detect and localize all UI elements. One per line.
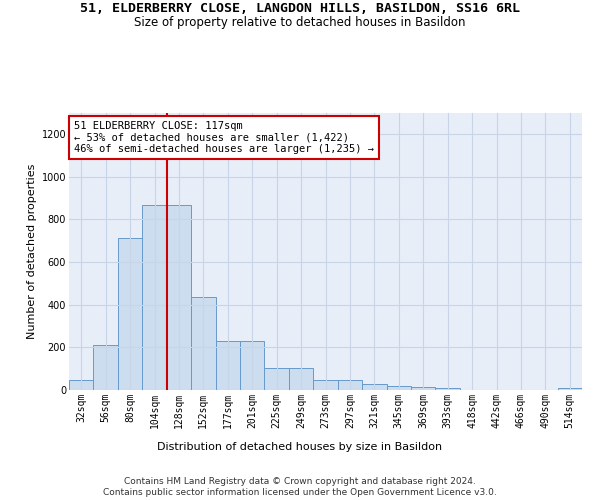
Bar: [362, 384, 386, 390]
Bar: [436, 388, 460, 390]
Text: 51 ELDERBERRY CLOSE: 117sqm
← 53% of detached houses are smaller (1,422)
46% of : 51 ELDERBERRY CLOSE: 117sqm ← 53% of det…: [74, 121, 374, 154]
Text: 51, ELDERBERRY CLOSE, LANGDON HILLS, BASILDON, SS16 6RL: 51, ELDERBERRY CLOSE, LANGDON HILLS, BAS…: [80, 2, 520, 16]
Bar: [215, 341, 240, 390]
Bar: [142, 206, 167, 390]
Bar: [69, 380, 94, 390]
Text: Contains HM Land Registry data © Crown copyright and database right 2024.
Contai: Contains HM Land Registry data © Crown c…: [103, 478, 497, 497]
Bar: [118, 238, 142, 390]
Bar: [240, 341, 265, 390]
Bar: [191, 297, 215, 390]
Bar: [94, 345, 118, 390]
Bar: [313, 380, 338, 390]
Bar: [289, 368, 313, 390]
Text: Size of property relative to detached houses in Basildon: Size of property relative to detached ho…: [134, 16, 466, 29]
Bar: [557, 388, 582, 390]
Bar: [265, 368, 289, 390]
Bar: [167, 206, 191, 390]
Y-axis label: Number of detached properties: Number of detached properties: [28, 164, 37, 339]
Bar: [338, 380, 362, 390]
Bar: [386, 386, 411, 390]
Bar: [411, 387, 436, 390]
Text: Distribution of detached houses by size in Basildon: Distribution of detached houses by size …: [157, 442, 443, 452]
